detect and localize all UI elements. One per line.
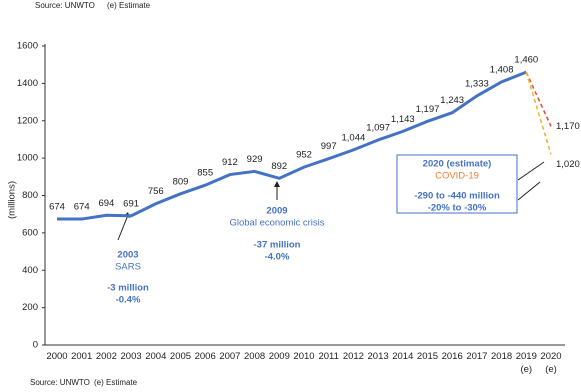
note: (e) Estimate: [94, 378, 138, 387]
x-tick-label: 2020 (e): [540, 351, 562, 375]
x-tick-label: 2004: [145, 351, 167, 362]
x-tick-label: 2016: [441, 351, 463, 362]
data-label: 1,097: [366, 123, 390, 134]
y-tick-label: 1000: [17, 153, 38, 164]
annotation-year: 2009: [266, 206, 287, 217]
y-tick-label: 0: [33, 340, 38, 351]
arrowhead: [274, 181, 280, 187]
x-tick-label: 2011: [318, 351, 339, 362]
data-label: 912: [222, 157, 238, 168]
data-label: 674: [74, 202, 90, 213]
annotation-year: 2020 (estimate): [423, 159, 492, 170]
data-label: 809: [173, 176, 189, 187]
data-label: 855: [197, 168, 213, 179]
data-label: 1,143: [391, 114, 415, 125]
x-tick-label: 2007: [219, 351, 241, 362]
x-tick-label: 2019 (e): [515, 351, 537, 375]
x-tick-label: 2014: [392, 351, 414, 362]
note: (e) Estimate: [107, 1, 151, 10]
source: Source: UNWTO: [35, 1, 95, 10]
annotation-change: -3 million: [107, 283, 149, 294]
annotation-event: COVID-19: [435, 171, 479, 182]
data-label: 1,044: [342, 132, 366, 143]
data-label: 892: [271, 161, 287, 172]
annotation-year: 2003: [117, 250, 138, 261]
annotation-event: SARS: [115, 262, 141, 273]
x-tick-label: 2018: [491, 351, 513, 362]
x-tick-label: 2015: [416, 351, 439, 362]
data-label: 1,243: [440, 95, 464, 106]
arrow: [517, 161, 545, 181]
estimate-line: [525, 71, 552, 127]
x-tick-label: 2000: [46, 351, 68, 362]
data-label: 691: [123, 198, 139, 209]
y-tick-label: 800: [22, 190, 38, 201]
data-label: 997: [321, 141, 337, 152]
annotation-percent: -4.0%: [265, 252, 290, 263]
x-tick-label: 2013: [367, 351, 389, 362]
y-tick-label: 200: [22, 302, 38, 313]
data-label: 1,020: [556, 159, 580, 170]
x-tick-label: 2002: [95, 351, 117, 362]
arrow: [117, 214, 129, 241]
data-label: 694: [98, 198, 114, 209]
annotation-change: -37 million: [254, 240, 301, 251]
data-label: 1,333: [465, 78, 489, 89]
source: Source: UNWTO: [30, 378, 90, 387]
data-label: 1,460: [514, 55, 538, 66]
x-tick-label: 2012: [342, 351, 364, 362]
annotation-percent: -0.4%: [116, 295, 141, 306]
x-tick-label: 2005: [169, 351, 192, 362]
x-tick-label: 2009: [268, 351, 290, 362]
x-tick-label: 2008: [244, 351, 266, 362]
x-tick-label: 2017: [466, 351, 488, 362]
y-tick-label: 1400: [17, 78, 38, 89]
data-label: 952: [296, 150, 312, 161]
y-tick-label: 1600: [17, 41, 38, 52]
data-label: 1,170: [556, 121, 580, 132]
annotation-change: -290 to -440 million: [414, 191, 500, 202]
y-tick-label: 400: [22, 265, 38, 276]
annotation-box: [396, 154, 518, 214]
arrow: [517, 181, 541, 201]
annotation-percent: -20% to -30%: [428, 203, 487, 214]
x-tick-label: 2006: [194, 351, 216, 362]
series-line: [57, 70, 527, 221]
y-tick-label: 600: [22, 227, 38, 238]
x-tick-label: 2010: [293, 351, 315, 362]
y-tick-label: 1200: [17, 115, 38, 126]
data-label: 756: [148, 186, 164, 197]
x-tick-label: 2001: [71, 351, 93, 362]
data-label: 674: [49, 202, 65, 213]
data-label: 929: [247, 154, 263, 165]
data-label: 1,197: [416, 104, 440, 115]
annotation-event: Global economic crisis: [229, 218, 324, 229]
estimate-line: [525, 71, 552, 155]
y-axis-label: (millions): [7, 181, 18, 219]
x-tick-label: 2003: [120, 351, 142, 362]
data-label: 1,408: [490, 64, 514, 75]
